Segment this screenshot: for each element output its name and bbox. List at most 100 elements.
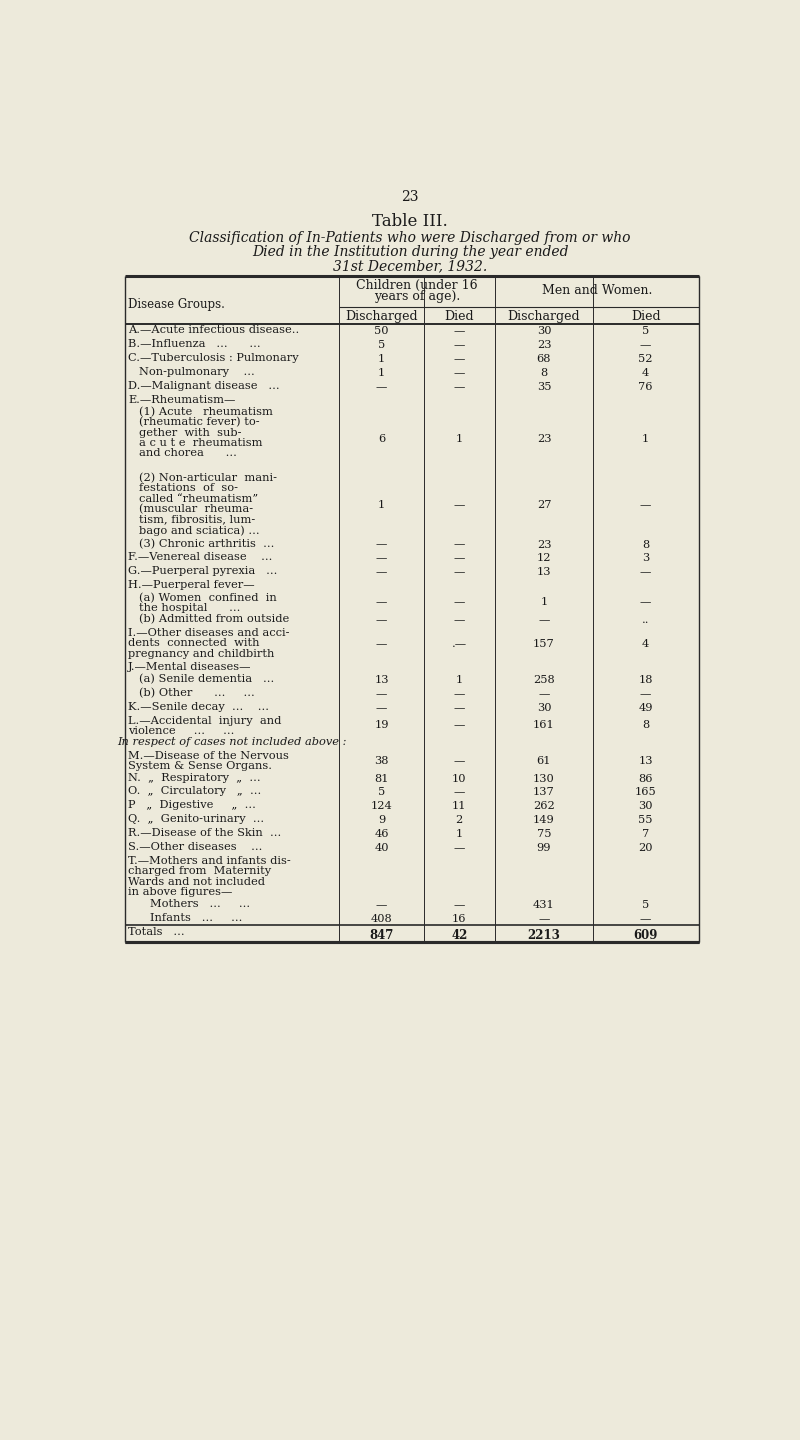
Text: K.—Senile decay  ...    ...: K.—Senile decay ... ... bbox=[128, 701, 269, 711]
Text: 50: 50 bbox=[374, 327, 389, 336]
Text: R.—Disease of the Skin  ...: R.—Disease of the Skin ... bbox=[128, 828, 282, 838]
Text: 130: 130 bbox=[533, 773, 555, 783]
Text: (muscular  rheuma-: (muscular rheuma- bbox=[139, 504, 253, 514]
Text: Disease Groups.: Disease Groups. bbox=[128, 298, 225, 311]
Text: —: — bbox=[454, 788, 465, 798]
Text: —: — bbox=[454, 367, 465, 377]
Text: pregnancy and childbirth: pregnancy and childbirth bbox=[128, 648, 274, 658]
Text: 20: 20 bbox=[638, 842, 653, 852]
Text: festations  of  so-: festations of so- bbox=[139, 484, 238, 494]
Text: 8: 8 bbox=[642, 540, 650, 550]
Text: 30: 30 bbox=[638, 801, 653, 811]
Text: 2213: 2213 bbox=[527, 929, 561, 942]
Text: I.—Other diseases and acci-: I.—Other diseases and acci- bbox=[128, 628, 290, 638]
Text: —: — bbox=[454, 615, 465, 625]
Text: 46: 46 bbox=[374, 829, 389, 840]
Text: Discharged: Discharged bbox=[345, 310, 418, 323]
Text: —: — bbox=[454, 842, 465, 852]
Text: 5: 5 bbox=[378, 788, 385, 798]
Text: Q.  „  Genito-urinary  ...: Q. „ Genito-urinary ... bbox=[128, 814, 264, 824]
Text: Died in the Institution during the year ended: Died in the Institution during the year … bbox=[252, 245, 568, 259]
Text: —: — bbox=[538, 914, 550, 923]
Text: 23: 23 bbox=[402, 190, 418, 203]
Text: 161: 161 bbox=[533, 720, 555, 730]
Text: bago and sciatica) ...: bago and sciatica) ... bbox=[139, 526, 259, 536]
Text: 75: 75 bbox=[537, 829, 551, 840]
Text: —: — bbox=[376, 540, 387, 550]
Text: —: — bbox=[640, 567, 651, 577]
Text: 4: 4 bbox=[642, 639, 650, 649]
Text: (2) Non-articular  mani-: (2) Non-articular mani- bbox=[139, 474, 277, 484]
Text: —: — bbox=[376, 567, 387, 577]
Text: 1: 1 bbox=[378, 354, 385, 364]
Text: —: — bbox=[454, 703, 465, 713]
Text: —: — bbox=[376, 382, 387, 392]
Text: 1: 1 bbox=[378, 367, 385, 377]
Text: —: — bbox=[376, 553, 387, 563]
Text: 1: 1 bbox=[456, 433, 463, 444]
Text: 13: 13 bbox=[374, 675, 389, 685]
Text: —: — bbox=[454, 540, 465, 550]
Text: 6: 6 bbox=[378, 433, 385, 444]
Text: —: — bbox=[454, 598, 465, 608]
Text: 31st December, 1932.: 31st December, 1932. bbox=[333, 259, 487, 274]
Text: 27: 27 bbox=[537, 500, 551, 510]
Text: —: — bbox=[538, 615, 550, 625]
Text: 52: 52 bbox=[638, 354, 653, 364]
Text: 10: 10 bbox=[452, 773, 466, 783]
Text: —: — bbox=[454, 720, 465, 730]
Text: 12: 12 bbox=[537, 553, 551, 563]
Text: 8: 8 bbox=[642, 720, 650, 730]
Text: 5: 5 bbox=[378, 340, 385, 350]
Text: —: — bbox=[376, 900, 387, 910]
Text: 1: 1 bbox=[456, 829, 463, 840]
Text: Classification of In-Patients who were Discharged from or who: Classification of In-Patients who were D… bbox=[190, 232, 630, 245]
Text: (3) Chronic arthritis  ...: (3) Chronic arthritis ... bbox=[139, 539, 274, 549]
Text: 4: 4 bbox=[642, 367, 650, 377]
Text: G.—Puerperal pyrexia   ...: G.—Puerperal pyrexia ... bbox=[128, 566, 278, 576]
Text: Infants   ...     ...: Infants ... ... bbox=[150, 913, 242, 923]
Text: 137: 137 bbox=[533, 788, 555, 798]
Text: —: — bbox=[454, 756, 465, 766]
Text: 18: 18 bbox=[638, 675, 653, 685]
Text: the hospital      ...: the hospital ... bbox=[139, 603, 240, 613]
Text: charged from  Maternity: charged from Maternity bbox=[128, 867, 271, 876]
Text: S.—Other diseases    ...: S.—Other diseases ... bbox=[128, 842, 262, 852]
Text: —: — bbox=[640, 598, 651, 608]
Text: Discharged: Discharged bbox=[508, 310, 580, 323]
Text: 23: 23 bbox=[537, 433, 551, 444]
Text: 1: 1 bbox=[378, 500, 385, 510]
Text: C.—Tuberculosis : Pulmonary: C.—Tuberculosis : Pulmonary bbox=[128, 353, 299, 363]
Text: 23: 23 bbox=[537, 340, 551, 350]
Text: (a) Women  confined  in: (a) Women confined in bbox=[139, 592, 277, 603]
Text: 61: 61 bbox=[537, 756, 551, 766]
Text: (a) Senile dementia   ...: (a) Senile dementia ... bbox=[139, 674, 274, 684]
Text: Men and Women.: Men and Women. bbox=[542, 285, 652, 298]
Text: called “rheumatism”: called “rheumatism” bbox=[139, 494, 258, 504]
Text: —: — bbox=[376, 703, 387, 713]
Text: In respect of cases not included above :: In respect of cases not included above : bbox=[118, 737, 347, 747]
Text: 5: 5 bbox=[642, 327, 650, 336]
Text: J.—Mental diseases—: J.—Mental diseases— bbox=[128, 662, 252, 671]
Text: 7: 7 bbox=[642, 829, 650, 840]
Text: H.—Puerperal fever—: H.—Puerperal fever— bbox=[128, 580, 255, 590]
Text: in above figures—: in above figures— bbox=[128, 887, 233, 897]
Text: 124: 124 bbox=[370, 801, 392, 811]
Text: 16: 16 bbox=[452, 914, 466, 923]
Text: 9: 9 bbox=[378, 815, 385, 825]
Text: years of age).: years of age). bbox=[374, 289, 460, 302]
Text: 40: 40 bbox=[374, 842, 389, 852]
Text: 86: 86 bbox=[638, 773, 653, 783]
Text: System & Sense Organs.: System & Sense Organs. bbox=[128, 762, 272, 772]
Text: T.—Mothers and infants dis-: T.—Mothers and infants dis- bbox=[128, 855, 291, 865]
Text: a c u t e  rheumatism: a c u t e rheumatism bbox=[139, 438, 262, 448]
Text: —: — bbox=[640, 688, 651, 698]
Text: 49: 49 bbox=[638, 703, 653, 713]
Text: 13: 13 bbox=[638, 756, 653, 766]
Text: 5: 5 bbox=[642, 900, 650, 910]
Text: gether  with  sub-: gether with sub- bbox=[139, 428, 242, 438]
Text: tism, fibrositis, lum-: tism, fibrositis, lum- bbox=[139, 514, 255, 524]
Text: A.—Acute infectious disease..: A.—Acute infectious disease.. bbox=[128, 325, 299, 336]
Text: —: — bbox=[454, 340, 465, 350]
Text: 3: 3 bbox=[642, 553, 650, 563]
